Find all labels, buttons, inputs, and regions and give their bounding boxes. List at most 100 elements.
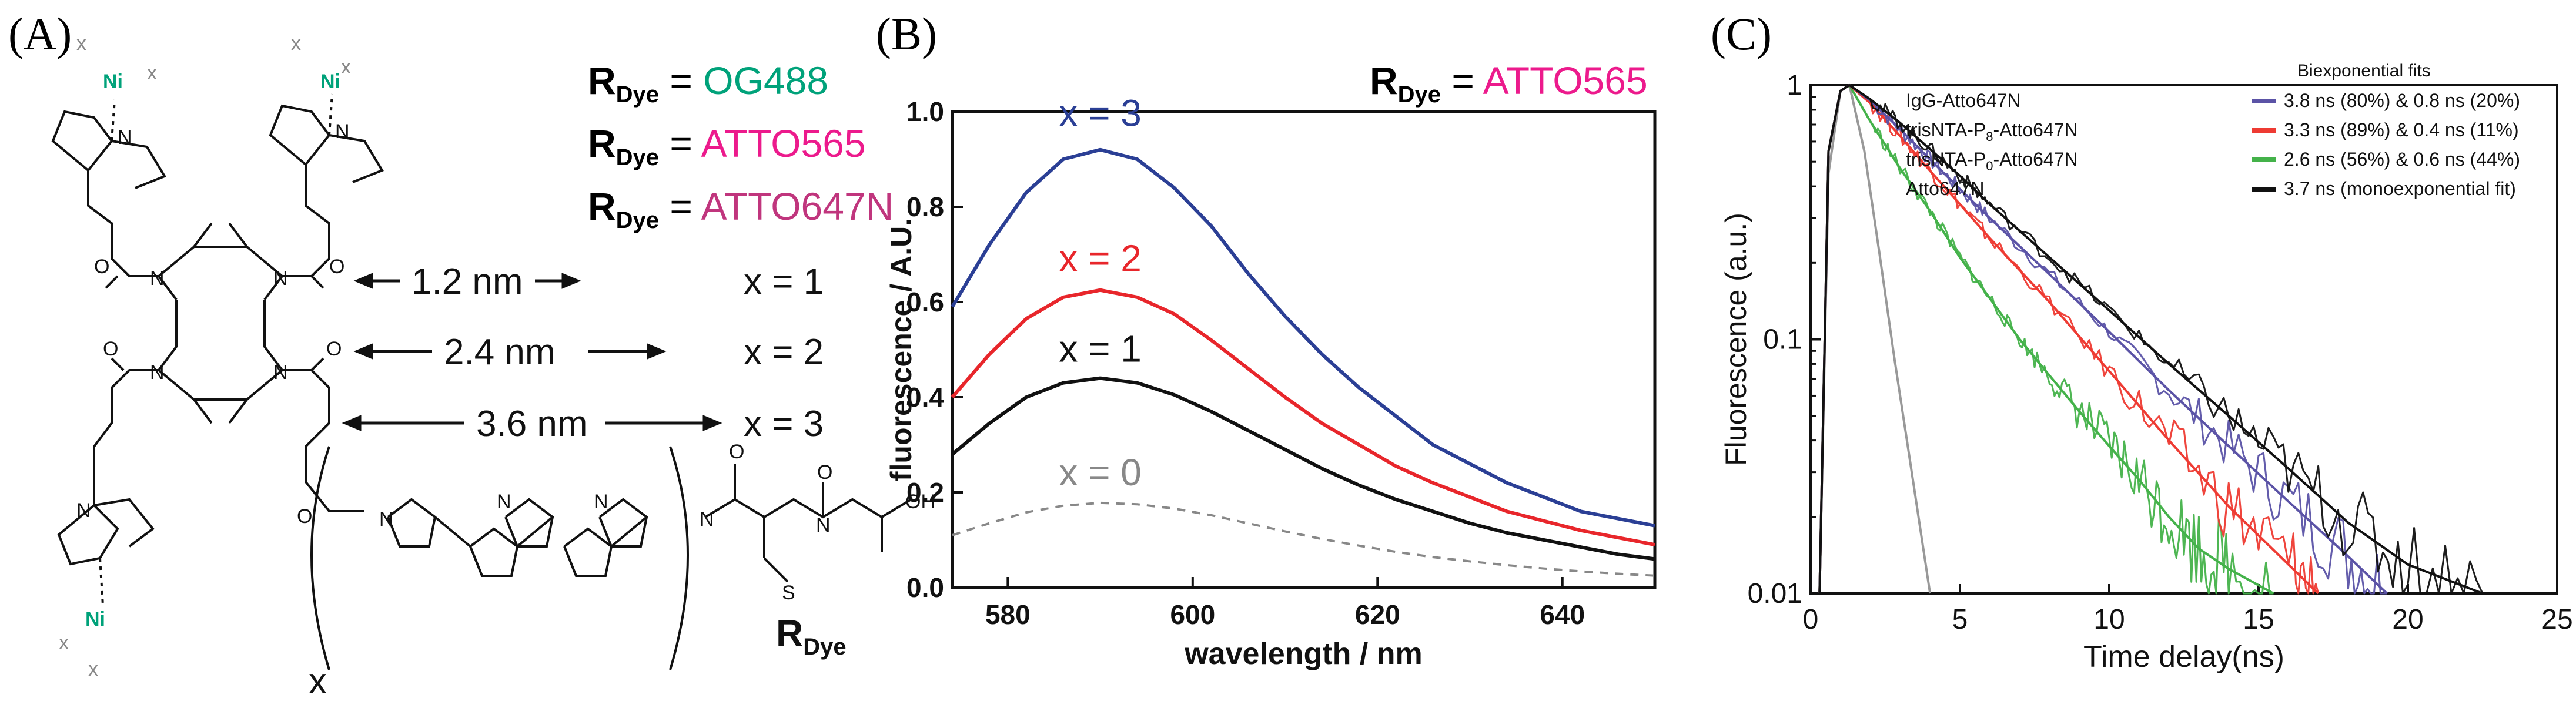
distance-label-3: 3.6 nm <box>476 404 588 444</box>
x-axis-label-b: wavelength / nm <box>1184 637 1423 671</box>
series-line-x1 <box>951 376 1655 561</box>
legend-label: IgG-Atto647N <box>1906 90 2021 111</box>
y-tick-label-b: 1.0 <box>906 96 944 127</box>
dye-line-2: RDye = ATTO565 <box>588 122 866 170</box>
panel-b-label: (B) <box>876 8 937 59</box>
distance-label-2: 2.4 nm <box>444 332 556 373</box>
x-tick-label-b: 620 <box>1355 599 1400 630</box>
atom-n-3: N <box>76 499 91 522</box>
atom-x-5: x <box>59 632 69 654</box>
atom-n-1: N <box>118 126 132 149</box>
atom-n-11: N <box>700 508 714 531</box>
atom-o-3: O <box>94 256 109 278</box>
x-tick-label-b: 600 <box>1170 599 1215 630</box>
y-tick-label-c: 0.1 <box>1763 324 1802 355</box>
panel-b: (B) RDye = ATTO565 580 600 620 640 0.0 0.2 0.4… <box>876 8 1657 671</box>
dye-atto647n: ATTO647N <box>701 184 894 228</box>
atom-n-9: N <box>497 491 511 513</box>
atom-x-3: x <box>291 32 301 55</box>
ni-atom-3: Ni <box>85 608 105 630</box>
legend-label: Atto647N <box>1906 178 1984 199</box>
atom-n-5: N <box>273 267 288 290</box>
legend-fit: 3.3 ns (89%) & 0.4 ns (11%) <box>2284 119 2519 140</box>
legend-header: Biexponential fits <box>2297 61 2431 80</box>
atom-o-2: O <box>817 461 832 484</box>
legend-label: trisNTA-P0-Atto647N <box>1906 149 2078 173</box>
curve-label-b: x = 3 <box>1059 92 1142 134</box>
atom-o-1: O <box>729 441 744 463</box>
atom-oh: OH <box>905 491 935 513</box>
atom-o-6: O <box>326 338 342 360</box>
dye-list: RDye = OG488 RDye = ATTO565 RDye = ATTO6… <box>588 59 894 233</box>
y-tick-label-b: 0.8 <box>906 192 944 222</box>
x-tick-label-c: 25 <box>2541 604 2572 635</box>
series-line-x0 <box>952 501 1655 577</box>
ni-atom-2: Ni <box>320 71 340 93</box>
molecule-structure <box>51 93 912 670</box>
atom-n-12: N <box>816 514 831 536</box>
legend-fit: 3.7 ns (monoexponential fit) <box>2284 178 2516 199</box>
legend-fit: 2.6 ns (56%) & 0.6 ns (44%) <box>2284 149 2520 170</box>
panel-a-label: (A) <box>8 8 72 59</box>
atom-x-4: x <box>341 56 351 78</box>
y-tick-label-b: 0.6 <box>906 287 944 317</box>
ni-atom-1: Ni <box>103 71 123 93</box>
y-tick-label-c: 1 <box>1787 70 1802 101</box>
distance-arrows <box>342 273 722 431</box>
dye-atto565: ATTO565 <box>701 122 866 165</box>
atom-n-4: N <box>150 267 165 290</box>
fit-line-IRF <box>1818 84 1932 594</box>
legend-label: trisNTA-P8-Atto647N <box>1906 119 2078 144</box>
x-tick-label-c: 0 <box>1803 604 1819 635</box>
dye-line-1: RDye = OG488 <box>588 59 828 108</box>
plot-frame-b <box>951 110 1657 589</box>
curve-label-b: x = 0 <box>1059 451 1142 494</box>
atom-n-10: N <box>594 491 608 513</box>
atom-n-2: N <box>335 120 350 143</box>
y-tick-label-b: 0.0 <box>906 572 944 603</box>
y-tick-label-b: 0.2 <box>906 477 944 508</box>
chart-b: 580 600 620 640 0.0 0.2 0.4 0.6 0.8 1.0 wavelength… <box>885 92 1657 671</box>
chart-c: 0 5 10 15 20 25 0.01 0.1 1 Time delay(ns) Fluoresc… <box>1719 61 2573 674</box>
rdye-label: RDye <box>776 612 847 660</box>
dye-og488: OG488 <box>703 59 828 102</box>
repeat-x-label: x <box>309 661 327 702</box>
y-axis-label-b: fluorescence / A.U. <box>885 218 918 481</box>
atom-o-7: O <box>297 505 312 528</box>
panel-c: (C) 0 5 10 15 20 25 0.01 0.1 1 Time delay(ns) Fluo… <box>1711 8 2573 674</box>
atom-o-5: O <box>103 338 118 360</box>
atom-x-2: x <box>147 62 157 84</box>
x-tick-label-c: 20 <box>2392 604 2423 635</box>
x-tick-label-b: 580 <box>985 599 1031 630</box>
x-axis-label-c: Time delay(ns) <box>2083 640 2284 674</box>
y-tick-label-b: 0.4 <box>906 382 944 412</box>
series-line-x3 <box>951 147 1655 528</box>
panel-c-label: (C) <box>1711 8 1772 59</box>
atom-o-4: O <box>329 256 344 278</box>
legend-fit: 3.8 ns (80%) & 0.8 ns (20%) <box>2284 90 2520 111</box>
curve-label-b: x = 2 <box>1059 237 1142 279</box>
atom-s-1: S <box>782 582 795 604</box>
atom-x-1: x <box>76 32 86 55</box>
panel-a: (A) RDye = OG488 RDye = ATTO565 RDye = A… <box>8 8 935 702</box>
series-line-x2 <box>951 288 1655 547</box>
x-tick-label-c: 5 <box>1952 604 1968 635</box>
dye-line-3: RDye = ATTO647N <box>588 184 894 233</box>
y-axis-label-c: Fluorescence (a.u.) <box>1719 213 1752 466</box>
x-tick-label-b: 640 <box>1540 599 1585 630</box>
distance-label-1: 1.2 nm <box>412 261 523 302</box>
atom-n-7: N <box>273 361 288 384</box>
curve-label-b: x = 1 <box>1059 327 1142 370</box>
fit-line-Atto647N <box>1818 84 2483 595</box>
x-tick-label-c: 10 <box>2093 604 2125 635</box>
x-label-2: x = 2 <box>744 332 824 373</box>
x-label-1: x = 1 <box>744 261 824 302</box>
panel-b-dye: RDye = ATTO565 <box>1370 59 1648 108</box>
dye-atto565-b: ATTO565 <box>1483 59 1648 102</box>
y-tick-label-c: 0.01 <box>1748 578 1802 609</box>
x-label-3: x = 3 <box>744 404 824 444</box>
legend-c: Biexponential fits IgG-Atto647N 3.8 ns (80… <box>1906 61 2520 199</box>
atom-x-6: x <box>88 658 98 680</box>
atom-n-6: N <box>150 361 165 384</box>
